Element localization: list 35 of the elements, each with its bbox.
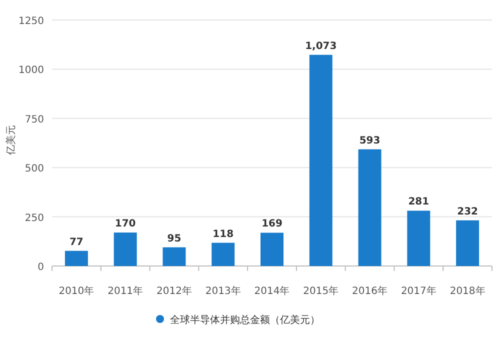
x-tick-label: 2012年 (156, 285, 192, 297)
y-tick-label: 500 (24, 164, 44, 175)
x-tick-label: 2011年 (108, 285, 144, 297)
bar (456, 220, 480, 266)
y-tick-label: 1000 (18, 65, 44, 76)
bar (260, 232, 284, 266)
data-label: 118 (212, 228, 234, 240)
data-label: 593 (359, 135, 380, 146)
x-tick-label: 2017年 (400, 285, 436, 297)
y-tick-label: 1250 (18, 16, 44, 27)
x-tick-label: 2014年 (254, 285, 290, 297)
x-tick-label: 2013年 (205, 285, 241, 297)
y-axis-title: 亿美元 (5, 125, 17, 156)
y-tick-label: 250 (24, 212, 44, 224)
data-label: 281 (408, 196, 430, 208)
x-tick-label: 2015年 (303, 285, 339, 297)
data-label: 169 (262, 218, 282, 230)
data-label: 95 (167, 233, 182, 244)
x-tick-label: 2010年 (58, 285, 94, 297)
y-tick-label: 750 (24, 114, 44, 126)
data-label: 170 (114, 218, 136, 230)
bar (162, 247, 186, 266)
data-label: 1,073 (305, 40, 337, 52)
x-tick-label: 2016年 (352, 285, 388, 297)
data-label: 77 (69, 236, 84, 248)
bar (114, 232, 137, 266)
bar (358, 149, 382, 266)
bar (64, 250, 88, 266)
bar (309, 54, 332, 266)
x-tick-label: 2018年 (450, 285, 486, 297)
bar (407, 210, 430, 266)
data-label: 232 (457, 206, 478, 218)
bar (212, 242, 235, 266)
y-tick-label: 0 (38, 262, 44, 273)
legend-label: 全球半导体并购总金额（亿美元） (170, 314, 320, 326)
